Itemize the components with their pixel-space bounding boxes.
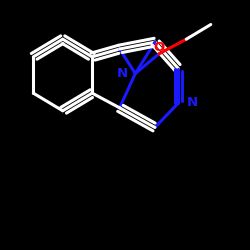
- Text: O: O: [153, 41, 164, 54]
- Text: N: N: [116, 67, 128, 80]
- Text: N: N: [186, 96, 198, 110]
